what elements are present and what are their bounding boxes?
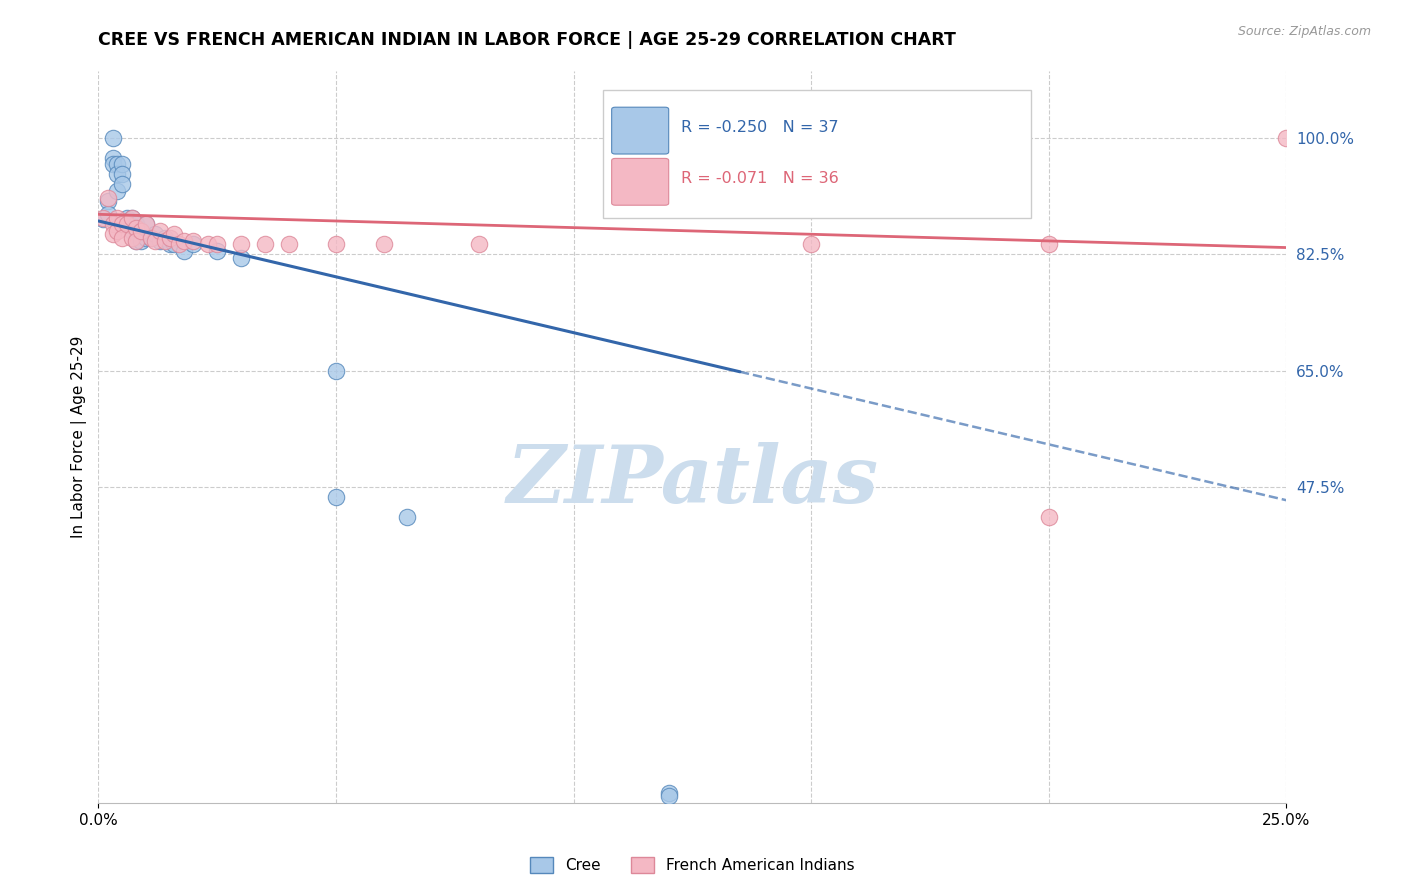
Point [183, 234, 205, 248]
Point [111, 168, 134, 182]
Point [107, 168, 129, 182]
Point [125, 217, 148, 231]
Point [163, 237, 186, 252]
Legend: Cree, French American Indians: Cree, French American Indians [524, 851, 860, 880]
Point [101, 217, 124, 231]
Point [101, 157, 124, 171]
Point [325, 237, 347, 252]
Point [91, 211, 114, 225]
Point [207, 237, 229, 252]
Point [125, 234, 148, 248]
Point [149, 224, 172, 238]
Point [467, 237, 489, 252]
Point [207, 244, 229, 258]
Point [145, 234, 167, 248]
Text: Source: ZipAtlas.com: Source: ZipAtlas.com [1237, 25, 1371, 38]
Point [153, 234, 176, 248]
Y-axis label: In Labor Force | Age 25-29: In Labor Force | Age 25-29 [72, 336, 87, 538]
Point [277, 237, 299, 252]
Text: ZIPatlas: ZIPatlas [506, 442, 879, 520]
Text: R = -0.071   N = 36: R = -0.071 N = 36 [681, 171, 838, 186]
Point [396, 509, 419, 524]
Text: R = -0.250   N = 37: R = -0.250 N = 37 [681, 120, 838, 136]
Point [115, 217, 138, 231]
Point [107, 157, 129, 171]
Point [107, 211, 129, 225]
Point [121, 224, 143, 238]
Point [173, 244, 195, 258]
Point [229, 237, 252, 252]
Point [800, 237, 823, 252]
Point [229, 251, 252, 265]
Point [91, 211, 114, 226]
FancyBboxPatch shape [603, 89, 1031, 218]
Point [373, 237, 395, 252]
Point [325, 490, 347, 504]
Point [115, 217, 138, 231]
Point [139, 230, 162, 244]
Point [145, 227, 167, 242]
FancyBboxPatch shape [612, 159, 669, 205]
Point [253, 237, 276, 252]
Point [97, 191, 120, 205]
Point [1275, 131, 1298, 145]
Text: CREE VS FRENCH AMERICAN INDIAN IN LABOR FORCE | AGE 25-29 CORRELATION CHART: CREE VS FRENCH AMERICAN INDIAN IN LABOR … [98, 31, 956, 49]
Point [135, 230, 157, 244]
Point [125, 220, 148, 235]
Point [153, 230, 176, 244]
FancyBboxPatch shape [612, 107, 669, 154]
Point [111, 230, 134, 244]
Point [121, 211, 143, 225]
Point [111, 157, 134, 171]
Point [173, 234, 195, 248]
Point [97, 194, 120, 208]
Point [97, 207, 120, 221]
Point [135, 217, 157, 231]
Point [115, 211, 138, 225]
Point [101, 131, 124, 145]
Point [658, 789, 681, 804]
Point [197, 237, 219, 252]
Point [1038, 237, 1060, 252]
Point [125, 234, 148, 248]
Point [101, 151, 124, 165]
Point [111, 178, 134, 192]
Point [325, 363, 347, 377]
Point [129, 224, 152, 238]
Point [658, 786, 681, 800]
Point [167, 237, 190, 252]
Point [111, 217, 134, 231]
Point [149, 234, 172, 248]
Point [159, 237, 181, 252]
Point [163, 227, 186, 242]
Point [159, 230, 181, 244]
Point [101, 227, 124, 242]
Point [129, 224, 152, 238]
Point [183, 237, 205, 252]
Point [107, 184, 129, 198]
Point [139, 230, 162, 244]
Point [121, 211, 143, 225]
Point [121, 230, 143, 244]
Point [129, 234, 152, 248]
Point [135, 217, 157, 231]
Point [1038, 509, 1060, 524]
Point [107, 224, 129, 238]
